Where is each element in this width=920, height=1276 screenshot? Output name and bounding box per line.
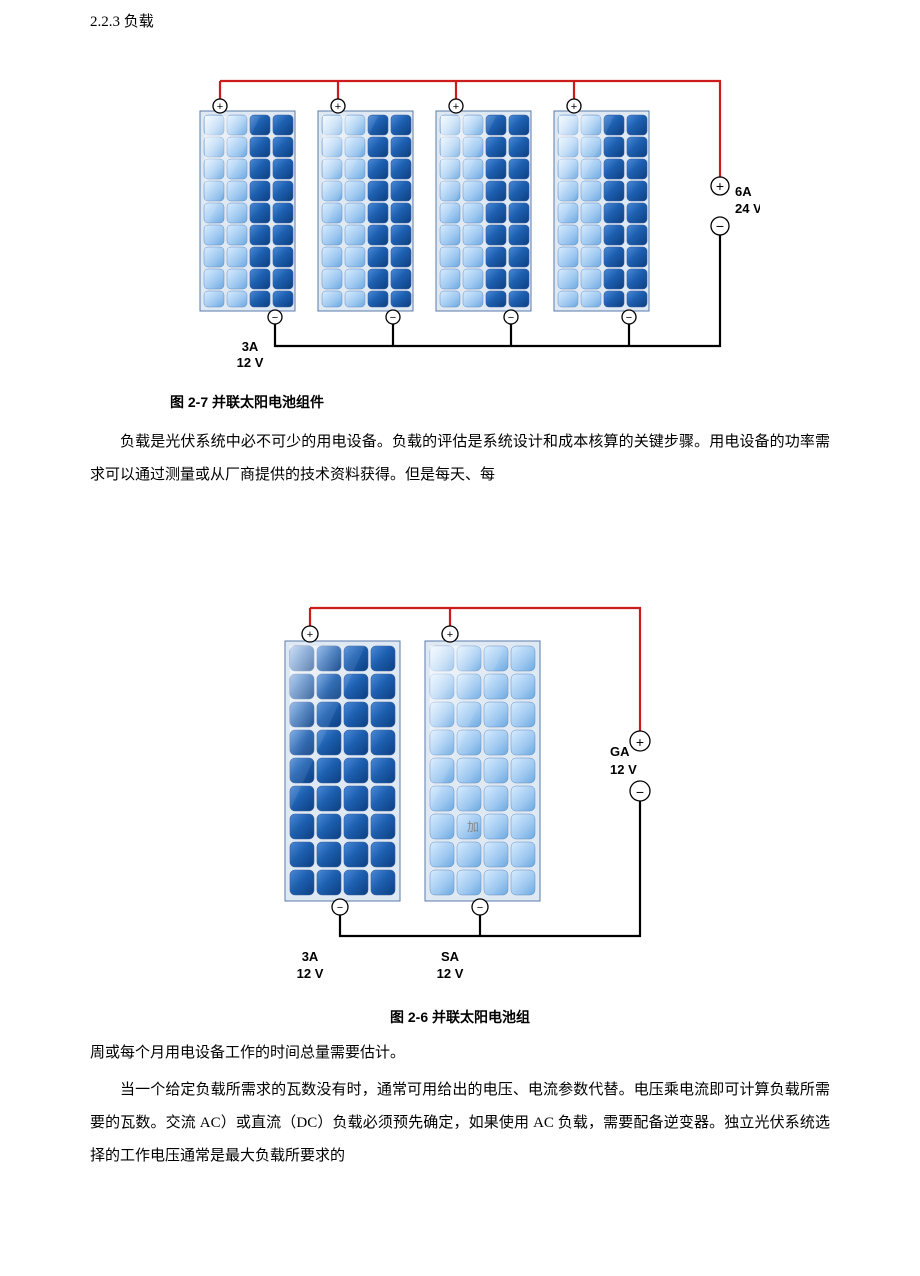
svg-text:加: 加: [467, 820, 479, 834]
svg-text:−: −: [272, 312, 278, 324]
section-heading: 2.2.3 负载: [90, 10, 830, 31]
figure-2-7: + −: [90, 51, 830, 412]
svg-text:+: +: [716, 178, 724, 194]
svg-text:−: −: [636, 784, 644, 800]
svg-text:+: +: [453, 101, 459, 113]
figure-2-6-caption: 图 2-6 并联太阳电池组: [90, 1007, 830, 1027]
svg-text:−: −: [477, 902, 483, 914]
svg-text:−: −: [626, 312, 632, 324]
svg-text:+: +: [571, 101, 577, 113]
panel2-b-current: SA: [441, 949, 460, 964]
svg-text:−: −: [337, 902, 343, 914]
panel-voltage-label: 12 V: [237, 355, 264, 370]
output-current: 6A: [735, 184, 752, 199]
diagram-parallel-modules-2: + − + − 加: [240, 586, 680, 986]
panel2-a-current: 3A: [302, 949, 319, 964]
output2-voltage: 12 V: [610, 762, 637, 777]
diagram-parallel-modules-4: + −: [160, 51, 760, 371]
panel-current-label: 3A: [242, 339, 259, 354]
paragraph-3: 当一个给定负载所需求的瓦数没有时，通常可用给出的电压、电流参数代替。电压乘电流即…: [90, 1074, 830, 1173]
figure-2-7-caption: 图 2-7 并联太阳电池组件: [90, 392, 830, 412]
svg-text:+: +: [447, 629, 453, 641]
svg-text:−: −: [390, 312, 396, 324]
svg-text:−: −: [508, 312, 514, 324]
panel2-a-voltage: 12 V: [297, 966, 324, 981]
svg-text:−: −: [716, 218, 724, 234]
output-voltage: 24 V: [735, 201, 760, 216]
figure-2-6: + − + − 加: [90, 586, 830, 1027]
svg-text:+: +: [636, 734, 644, 750]
panel2-b-voltage: 12 V: [437, 966, 464, 981]
paragraph-2: 周或每个月用电设备工作的时间总量需要估计。: [90, 1037, 830, 1070]
svg-text:+: +: [335, 101, 341, 113]
output2-current: GA: [610, 744, 630, 759]
svg-text:+: +: [307, 629, 313, 641]
svg-text:+: +: [217, 101, 223, 113]
paragraph-1: 负载是光伏系统中必不可少的用电设备。负载的评估是系统设计和成本核算的关键步骤。用…: [90, 426, 830, 492]
